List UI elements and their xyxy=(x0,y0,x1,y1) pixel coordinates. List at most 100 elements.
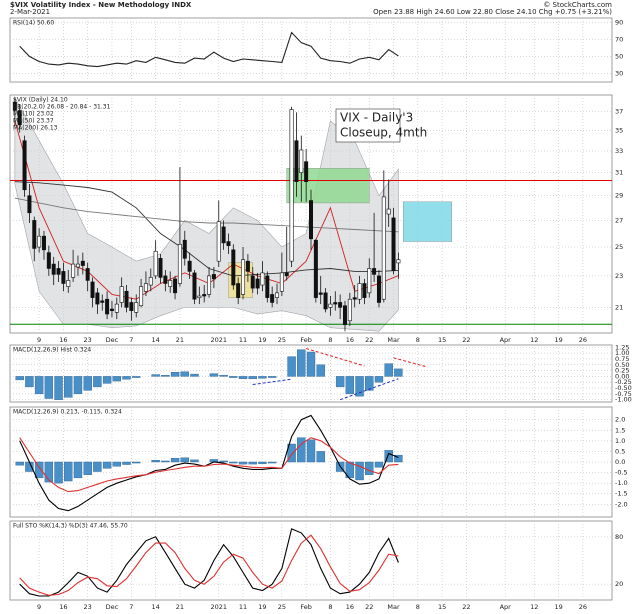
histogram-bar xyxy=(355,376,364,397)
candle-body xyxy=(231,249,236,286)
x-tick-label: 16 xyxy=(59,603,67,611)
candle-body xyxy=(41,235,46,251)
histogram-bar xyxy=(64,376,73,398)
zone xyxy=(403,201,452,242)
histogram-bar xyxy=(15,461,24,466)
candle-body xyxy=(328,303,333,308)
histogram-bar xyxy=(93,461,102,472)
candle-body xyxy=(56,268,61,275)
candle-body xyxy=(124,290,129,308)
y-tick-label: 30 xyxy=(615,69,623,77)
x-tick-label: 21 xyxy=(176,336,184,344)
candle-body xyxy=(236,283,241,298)
histogram-bar xyxy=(374,376,384,383)
histogram-bar xyxy=(170,457,180,463)
y-tick-label: 31 xyxy=(615,169,623,177)
y-tick-label: -0.50 xyxy=(615,384,632,392)
histogram-bar xyxy=(394,368,403,377)
histogram-bar xyxy=(248,376,257,379)
histogram-bar xyxy=(238,461,248,465)
candle-body xyxy=(105,298,110,315)
histogram-bar xyxy=(102,461,112,469)
y-tick-label: 90 xyxy=(615,18,623,26)
y-tick-label: 0.5 xyxy=(615,447,625,455)
y-tick-label: 1.5 xyxy=(615,426,625,434)
indicator-line xyxy=(19,437,399,493)
y-tick-label: 70 xyxy=(615,35,623,43)
histogram-bar xyxy=(335,376,345,388)
histogram-bar xyxy=(258,376,267,379)
y-tick-label: -0.75 xyxy=(615,390,632,398)
candle-body xyxy=(22,140,27,191)
histogram-bar xyxy=(180,371,189,377)
histogram-bar xyxy=(345,376,355,395)
histogram-bar xyxy=(384,363,393,377)
panel-frame xyxy=(9,17,613,83)
x-tick-label: Apr xyxy=(500,336,512,344)
candle-body xyxy=(294,140,299,182)
candle-body xyxy=(148,277,153,286)
candle-body xyxy=(250,275,255,289)
candle-body xyxy=(372,268,377,275)
legend-entry: BB(20,2.0) 26.08 - 20.84 - 31.31 xyxy=(13,104,111,111)
annotation-box xyxy=(335,108,401,143)
candle-body xyxy=(119,286,124,303)
candle-body xyxy=(221,226,226,244)
x-tick-label: 14 xyxy=(152,336,160,344)
x-tick-label: 21 xyxy=(176,603,184,611)
x-tick-label: 22 xyxy=(365,336,373,344)
histogram-bar xyxy=(161,375,170,377)
y-tick-label: 1.00 xyxy=(615,349,629,357)
chart-title: $VIX Volatility Index - New Methodology … xyxy=(10,1,192,9)
candle-body xyxy=(318,292,323,295)
candle-body xyxy=(211,274,216,280)
candle-body xyxy=(66,280,71,287)
histogram-bar xyxy=(306,351,316,377)
y-tick-label: 23 xyxy=(615,272,623,280)
indicator-line xyxy=(19,528,399,597)
x-tick-label: 12 xyxy=(530,336,538,344)
candle-body xyxy=(391,217,396,271)
plot-area xyxy=(10,18,612,82)
candle-body xyxy=(270,294,275,303)
legend-entry: RSI(14) 50.60 xyxy=(13,20,54,27)
candle-body xyxy=(143,283,148,292)
candle-body xyxy=(279,272,284,292)
candle-body xyxy=(51,263,56,275)
y-tick-label: 1.0 xyxy=(615,437,625,445)
candle-body xyxy=(12,101,17,111)
histogram-bar xyxy=(122,376,131,380)
x-tick-label: 22 xyxy=(462,603,470,611)
histogram-bar xyxy=(297,437,306,463)
candle-body xyxy=(376,275,381,303)
indicator-line xyxy=(19,414,399,512)
legend-entry: MACD(12,26,9) 0.213, -0.115, 0.324 xyxy=(13,409,122,416)
plot-area xyxy=(10,345,612,402)
candle-body xyxy=(333,302,338,305)
histogram-bar xyxy=(316,364,325,377)
histogram-bar xyxy=(219,375,228,377)
histogram-bar xyxy=(384,450,393,463)
candle-body xyxy=(255,278,260,289)
trendline xyxy=(306,348,365,367)
histogram-bar xyxy=(374,461,384,468)
candle-body xyxy=(153,250,158,277)
x-tick-label: 22 xyxy=(365,603,373,611)
histogram-bar xyxy=(219,460,228,463)
histogram-bar xyxy=(306,439,316,463)
y-tick-label: 27 xyxy=(615,216,623,224)
x-tick-label: 19 xyxy=(258,336,266,344)
candle-body xyxy=(299,149,304,173)
candle-body xyxy=(265,275,270,298)
histogram-bar xyxy=(25,461,34,472)
candle-body xyxy=(158,258,163,278)
histogram-bar xyxy=(54,461,63,484)
candle-body xyxy=(357,283,362,300)
source: © StockCharts.com xyxy=(543,1,612,9)
histogram-bar xyxy=(365,461,374,475)
y-tick-label: 50 xyxy=(615,52,623,60)
candle-body xyxy=(90,281,95,298)
candle-body xyxy=(367,268,372,294)
y-tick-label: -0.5 xyxy=(615,469,628,477)
candle-body xyxy=(27,195,32,214)
